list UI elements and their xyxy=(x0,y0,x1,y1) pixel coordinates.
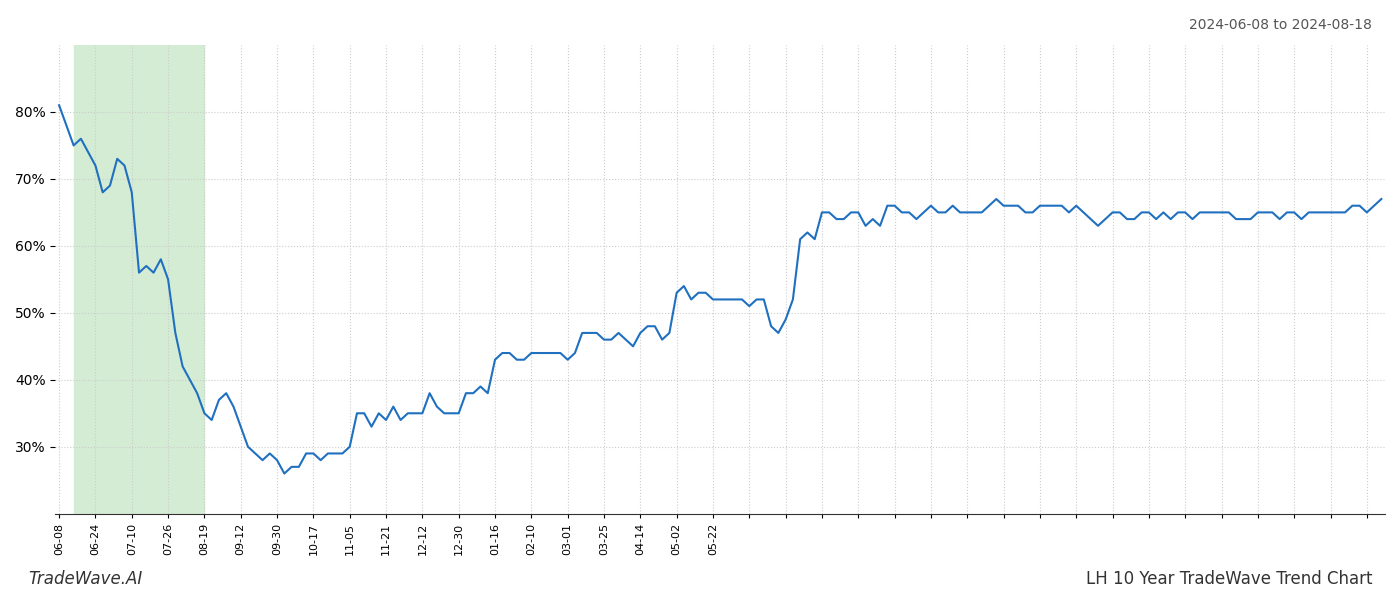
Bar xyxy=(74,45,204,514)
Text: LH 10 Year TradeWave Trend Chart: LH 10 Year TradeWave Trend Chart xyxy=(1085,570,1372,588)
Text: 2024-06-08 to 2024-08-18: 2024-06-08 to 2024-08-18 xyxy=(1189,18,1372,32)
Text: TradeWave.AI: TradeWave.AI xyxy=(28,570,143,588)
